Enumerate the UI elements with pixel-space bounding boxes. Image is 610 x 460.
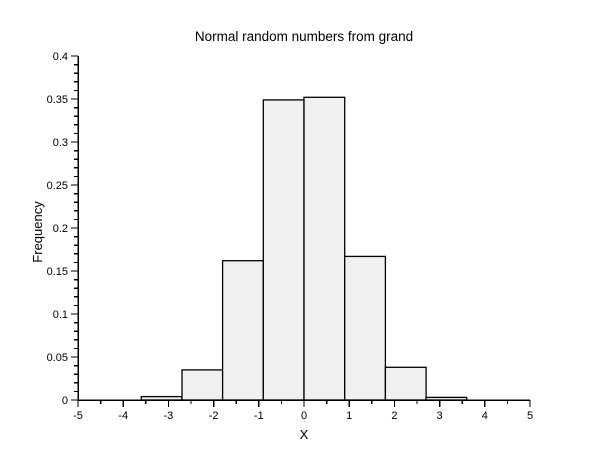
x-tick-label: 1 xyxy=(346,410,352,422)
y-tick-label: 0.15 xyxy=(47,266,68,278)
x-tick-label: 5 xyxy=(527,410,533,422)
histogram-bar xyxy=(181,369,224,401)
y-tick-label: 0.35 xyxy=(47,94,68,106)
histogram-bars xyxy=(140,96,468,401)
x-axis-tick-labels: -5 -4 -3 -2 -1 0 1 2 3 4 5 xyxy=(73,410,533,422)
x-tick-label: 0 xyxy=(301,410,307,422)
y-axis-label: Frequency xyxy=(30,201,45,263)
x-tick-label: -1 xyxy=(254,410,264,422)
x-tick-label: -4 xyxy=(118,410,128,422)
x-tick-label: -2 xyxy=(209,410,219,422)
histogram-bar xyxy=(303,96,346,401)
x-tick-label: 3 xyxy=(437,410,443,422)
x-tick-label: 2 xyxy=(391,410,397,422)
chart-title: Normal random numbers from grand xyxy=(195,29,413,44)
x-tick-label: 4 xyxy=(482,410,488,422)
x-axis-ticks xyxy=(77,400,531,407)
y-axis-ticks xyxy=(71,55,78,401)
y-tick-label: 0.2 xyxy=(53,223,68,235)
x-tick-label: -3 xyxy=(164,410,174,422)
y-tick-label: 0 xyxy=(62,395,68,407)
y-tick-label: 0.25 xyxy=(47,180,68,192)
histogram-bar xyxy=(262,99,305,401)
histogram-bar xyxy=(344,255,387,401)
x-axis-label: X xyxy=(300,427,309,442)
histogram-bar xyxy=(384,366,427,401)
x-tick-label: -5 xyxy=(73,410,83,422)
histogram-bar xyxy=(221,260,264,401)
y-tick-label: 0.05 xyxy=(47,352,68,364)
y-tick-label: 0.3 xyxy=(53,137,68,149)
y-axis-tick-labels: 0 0.05 0.1 0.15 0.2 0.25 0.3 0.35 0.4 xyxy=(47,51,68,407)
y-tick-label: 0.4 xyxy=(53,51,68,63)
y-tick-label: 0.1 xyxy=(53,309,68,321)
